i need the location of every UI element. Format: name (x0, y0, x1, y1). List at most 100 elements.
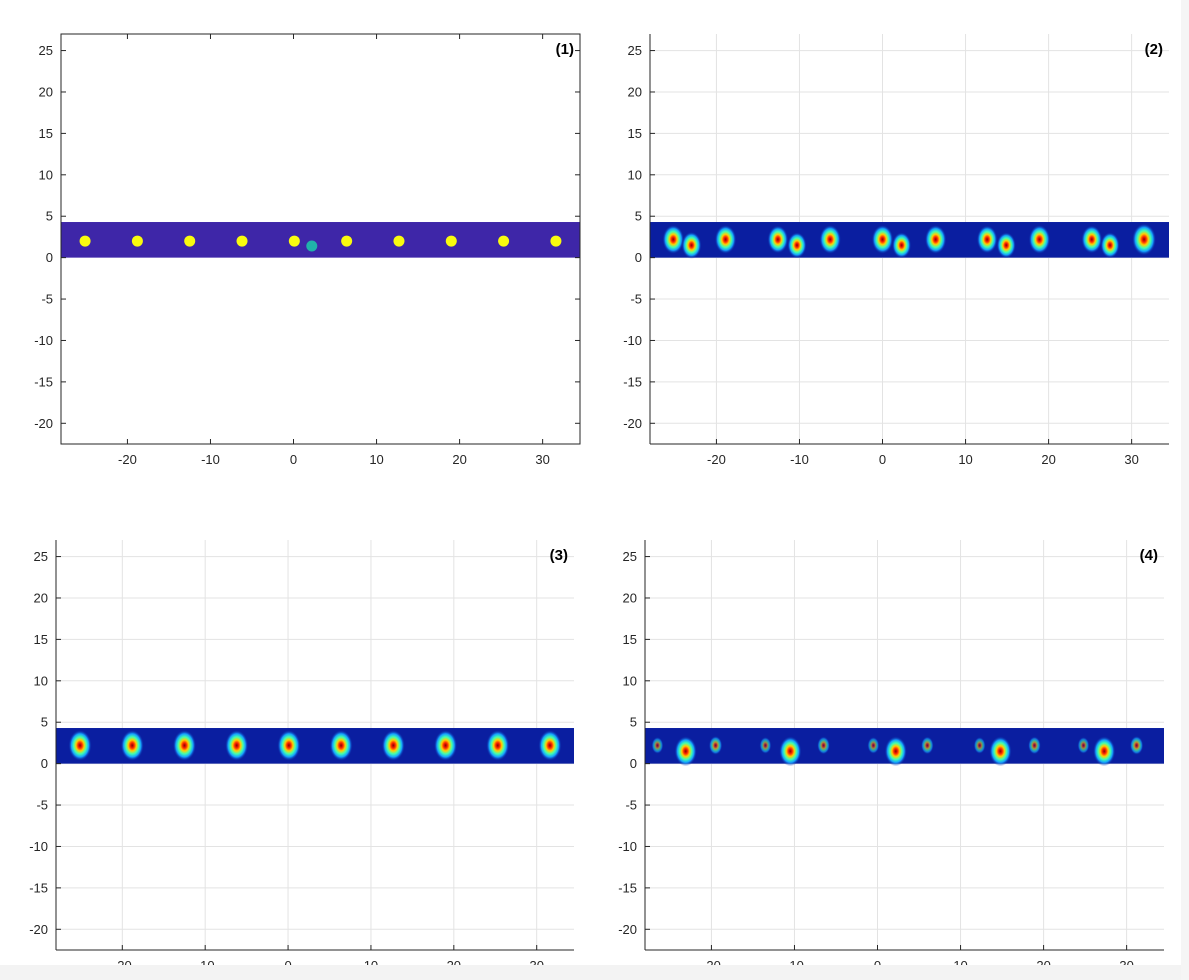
field-hot-spot (277, 730, 300, 761)
panel-label: (4) (1140, 547, 1158, 564)
panel-2: -20 -10 0 10 20 30 -20 -15 -10 -5 0 5 10 15 20 25 (2) (623, 34, 1169, 467)
x-tick-label: 10 (958, 452, 972, 467)
field-hot-spot (767, 225, 788, 253)
yellow-dot (132, 236, 143, 247)
yellow-dot (446, 236, 457, 247)
field-hot-spot (709, 736, 723, 755)
y-tick-label: -5 (36, 798, 48, 813)
y-tick-label: -10 (29, 839, 48, 854)
y-tick-label: 25 (623, 549, 637, 564)
yellow-dot (80, 236, 91, 247)
y-tick-label: 15 (623, 632, 637, 647)
y-tick-label: 5 (635, 209, 642, 224)
window-bottom-edge (0, 965, 1189, 980)
y-tick-label: 15 (628, 126, 642, 141)
y-tick-label: 5 (41, 715, 48, 730)
panel-4: -20-100102030-20-15-10-50510152025(4) (618, 540, 1164, 973)
field-hot-spot (885, 736, 907, 766)
y-tick-label: 10 (628, 167, 642, 182)
y-tick-label: -15 (618, 880, 637, 895)
field-hot-spot (538, 730, 561, 761)
plot-area (650, 222, 1169, 259)
panel-1: -20 -10 0 10 20 30 -20 -15 -10 -5 0 5 10 15 20 25 (1) (34, 34, 580, 467)
y-tick-label: 20 (39, 84, 53, 99)
y-tick-label: -10 (618, 839, 637, 854)
panel-label: (3) (550, 547, 568, 564)
x-tick-label: 0 (879, 452, 886, 467)
field-hot-spot (787, 232, 806, 258)
y-tick-label: -15 (29, 880, 48, 895)
y-tick-label: 0 (635, 250, 642, 265)
x-tick-label: 20 (452, 452, 466, 467)
field-hot-spot (434, 730, 457, 761)
field-hot-spot (817, 736, 830, 754)
y-tick-label: 20 (34, 590, 48, 605)
field-hot-spot (977, 225, 998, 253)
y-tick-label: 0 (41, 756, 48, 771)
field-hot-spot (921, 736, 934, 754)
x-tick-label: 30 (535, 452, 549, 467)
field-hot-spot (974, 737, 986, 754)
y-tick-label: 10 (39, 167, 53, 182)
field-hot-spot (925, 225, 947, 254)
y-tick-label: -5 (41, 292, 53, 307)
panel-label: (1) (556, 41, 574, 58)
field-hot-spot (68, 730, 91, 761)
y-tick-label: 15 (34, 632, 48, 647)
field-hot-spot (173, 730, 196, 761)
panel-label: (2) (1145, 41, 1163, 58)
yellow-dot (289, 236, 300, 247)
y-tick-label: 20 (628, 84, 642, 99)
x-tick-label: 30 (1124, 452, 1138, 467)
field-hot-spot (225, 730, 248, 761)
yellow-dot (498, 236, 509, 247)
field-hot-spot (715, 225, 737, 254)
x-tick-label: -10 (201, 452, 220, 467)
y-tick-label: -5 (630, 292, 642, 307)
y-tick-label: -10 (623, 333, 642, 348)
x-tick-label: 0 (290, 452, 297, 467)
field-hot-spot (1130, 736, 1144, 755)
y-tick-label: 10 (623, 673, 637, 688)
y-tick-label: 15 (39, 126, 53, 141)
yellow-dot (393, 236, 404, 247)
y-tick-label: 25 (628, 43, 642, 58)
field-hot-spot (486, 730, 509, 761)
field-hot-spot (121, 730, 144, 761)
field-hot-spot (1028, 736, 1041, 754)
x-tick-label: 20 (1041, 452, 1055, 467)
yellow-dot (184, 236, 195, 247)
field-hot-spot (1100, 232, 1119, 258)
field-hot-spot (682, 232, 702, 259)
x-tick-label: 10 (369, 452, 383, 467)
field-hot-spot (819, 225, 841, 254)
yellow-dot (237, 236, 248, 247)
y-tick-label: -20 (34, 416, 53, 431)
y-tick-label: 25 (34, 549, 48, 564)
y-tick-label: 5 (46, 209, 53, 224)
y-tick-label: -20 (623, 416, 642, 431)
field-hot-spot (330, 730, 353, 761)
y-tick-label: 20 (623, 590, 637, 605)
x-tick-label: -10 (790, 452, 809, 467)
field-hot-spot (1081, 225, 1102, 253)
y-tick-label: 10 (34, 673, 48, 688)
x-tick-label: -20 (707, 452, 726, 467)
field-hot-spot (1093, 736, 1115, 766)
y-tick-label: 0 (46, 250, 53, 265)
x-tick-label: -20 (118, 452, 137, 467)
window-right-edge (1181, 0, 1189, 980)
plot-area (61, 222, 580, 258)
field-hot-spot (872, 225, 894, 254)
field-hot-spot (1077, 737, 1089, 754)
field-hot-spot (867, 737, 879, 754)
y-tick-label: -20 (618, 922, 637, 937)
field-hot-spot (989, 736, 1011, 766)
field-hot-spot (674, 736, 696, 766)
plot-area (645, 728, 1164, 766)
y-tick-label: 5 (630, 715, 637, 730)
y-tick-label: -5 (625, 798, 637, 813)
field-hot-spot (662, 225, 684, 254)
